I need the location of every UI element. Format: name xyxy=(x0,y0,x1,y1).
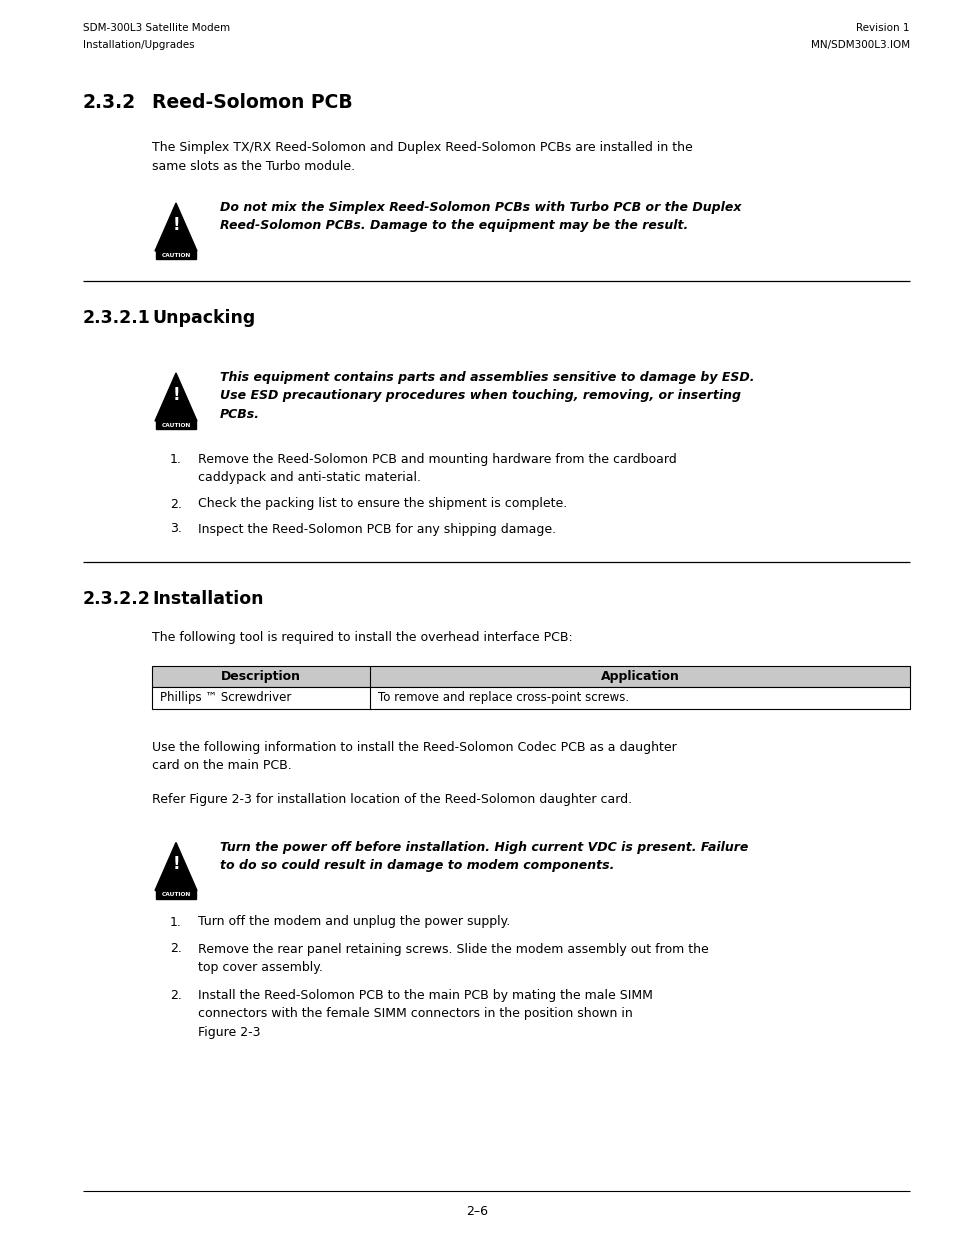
Text: 2.3.2.1: 2.3.2.1 xyxy=(83,309,151,327)
Text: !: ! xyxy=(172,385,179,404)
Text: Installation/Upgrades: Installation/Upgrades xyxy=(83,40,194,49)
Text: Inspect the Reed-Solomon PCB for any shipping damage.: Inspect the Reed-Solomon PCB for any shi… xyxy=(198,522,556,536)
Text: Turn off the modem and unplug the power supply.: Turn off the modem and unplug the power … xyxy=(198,915,510,929)
Text: The Simplex TX/RX Reed-Solomon and Duplex Reed-Solomon PCBs are installed in the: The Simplex TX/RX Reed-Solomon and Duple… xyxy=(152,141,692,173)
Text: 3.: 3. xyxy=(170,522,182,536)
Text: !: ! xyxy=(172,216,179,233)
Text: This equipment contains parts and assemblies sensitive to damage by ESD.
Use ESD: This equipment contains parts and assemb… xyxy=(220,370,754,421)
Text: Check the packing list to ensure the shipment is complete.: Check the packing list to ensure the shi… xyxy=(198,498,567,510)
Text: The following tool is required to install the overhead interface PCB:: The following tool is required to instal… xyxy=(152,631,572,645)
Polygon shape xyxy=(154,842,196,890)
Text: Install the Reed-Solomon PCB to the main PCB by mating the male SIMM
connectors : Install the Reed-Solomon PCB to the main… xyxy=(198,989,652,1039)
Bar xyxy=(152,666,909,687)
Bar xyxy=(152,687,909,709)
Text: 1.: 1. xyxy=(170,915,182,929)
Text: Description: Description xyxy=(221,669,301,683)
Text: CAUTION: CAUTION xyxy=(161,892,191,897)
Text: Refer Figure 2-3 for installation location of the Reed-Solomon daughter card.: Refer Figure 2-3 for installation locati… xyxy=(152,793,632,805)
Text: To remove and replace cross-point screws.: To remove and replace cross-point screws… xyxy=(377,692,628,704)
Text: !: ! xyxy=(172,855,179,873)
Text: 2.: 2. xyxy=(170,989,182,1002)
Text: Revision 1: Revision 1 xyxy=(856,23,909,33)
Text: MN/SDM300L3.IOM: MN/SDM300L3.IOM xyxy=(810,40,909,49)
Text: 2.3.2.2: 2.3.2.2 xyxy=(83,589,151,608)
Text: Reed-Solomon PCB: Reed-Solomon PCB xyxy=(152,93,353,112)
Text: 2–6: 2–6 xyxy=(465,1205,488,1218)
Text: 2.: 2. xyxy=(170,942,182,956)
Text: Do not mix the Simplex Reed-Solomon PCBs with Turbo PCB or the Duplex
Reed-Solom: Do not mix the Simplex Reed-Solomon PCBs… xyxy=(220,201,740,232)
Text: 2.: 2. xyxy=(170,498,182,510)
Bar xyxy=(156,421,195,430)
Text: SDM-300L3 Satellite Modem: SDM-300L3 Satellite Modem xyxy=(83,23,230,33)
Text: Unpacking: Unpacking xyxy=(152,309,255,327)
Text: Installation: Installation xyxy=(152,589,263,608)
Text: Remove the rear panel retaining screws. Slide the modem assembly out from the
to: Remove the rear panel retaining screws. … xyxy=(198,942,708,974)
Text: Application: Application xyxy=(600,669,679,683)
Text: Turn the power off before installation. High current VDC is present. Failure
to : Turn the power off before installation. … xyxy=(220,841,747,872)
Polygon shape xyxy=(154,203,196,251)
Bar xyxy=(156,890,195,899)
Text: Use the following information to install the Reed-Solomon Codec PCB as a daughte: Use the following information to install… xyxy=(152,741,676,772)
Text: Phillips ™ Screwdriver: Phillips ™ Screwdriver xyxy=(160,692,291,704)
Text: CAUTION: CAUTION xyxy=(161,253,191,258)
Text: 1.: 1. xyxy=(170,453,182,466)
Text: CAUTION: CAUTION xyxy=(161,422,191,427)
Polygon shape xyxy=(154,373,196,421)
Text: 2.3.2: 2.3.2 xyxy=(83,93,136,112)
Text: Remove the Reed-Solomon PCB and mounting hardware from the cardboard
caddypack a: Remove the Reed-Solomon PCB and mounting… xyxy=(198,453,676,484)
Bar xyxy=(156,251,195,259)
